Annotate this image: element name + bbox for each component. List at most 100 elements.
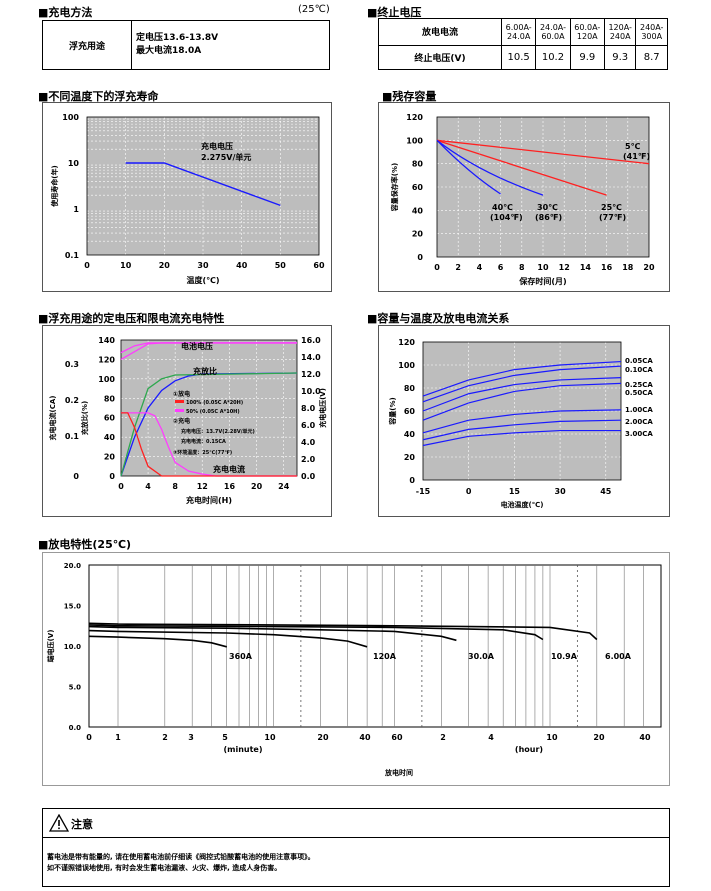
end-voltage-header: 120A- 240A	[603, 18, 637, 46]
y-tick: 20.0	[64, 562, 81, 570]
x-tick-hour: 40	[639, 733, 651, 742]
annotation: 2.275V/单元	[201, 152, 251, 162]
y-tick: 10.0	[64, 643, 81, 651]
x-tick: 0	[118, 482, 124, 491]
end-voltage-header: 6.00A- 24.0A	[500, 18, 537, 46]
notice-body: 蓄电池是带有能量的, 请在使用蓄电池前仔细读《阀控式铅酸蓄电池的使用注意事项》。…	[42, 836, 670, 887]
charge-line1: 定电压13.6-13.8V	[136, 33, 219, 43]
v-tick: 14.0	[301, 353, 321, 362]
x-tick-min: 2	[162, 733, 168, 742]
notice-line1: 蓄电池是带有能量的, 请在使用蓄电池前仔细读《阀控式铅酸蓄电池的使用注意事项》。	[47, 853, 315, 861]
pct-tick: 60	[104, 414, 116, 423]
v-tick: 0.0	[301, 472, 316, 481]
y-axis-label: 使用寿命(年)	[50, 165, 59, 207]
notice-title: 注意	[71, 818, 93, 831]
notice-header: 注意	[42, 808, 670, 838]
x-tick: 16	[601, 263, 613, 272]
charge-curve	[121, 412, 297, 477]
y-tick: 120	[398, 338, 415, 347]
residual-chart: 5℃ (41℉) 25℃ (77℉) 30℃ (86℉) 40℃ (104℉) …	[390, 113, 655, 286]
x-tick-min: 0	[86, 733, 92, 742]
charge-curve	[120, 372, 298, 477]
legend-entry: 0.25CA	[625, 381, 653, 389]
ca-tick: 0.1	[65, 432, 80, 441]
end-voltage-header: 240A- 300A	[635, 18, 668, 46]
x-tick-min: 3	[188, 733, 194, 742]
annotation: 充电电压	[201, 141, 233, 151]
x-tick-min: 5	[222, 733, 228, 742]
end-voltage-value: 10.5	[500, 44, 537, 71]
residual-curve	[436, 139, 607, 196]
x-tick-hour: 20	[593, 733, 605, 742]
x-tick: 0	[434, 263, 440, 272]
y-tick: 0.1	[65, 251, 80, 260]
legend-charge-voltage: 充电电压：13.7V(2.28V/单元)	[181, 428, 255, 435]
y-tick: 20	[412, 230, 424, 239]
x-axis-label: 温度(℃)	[187, 275, 220, 285]
x-tick: 60	[313, 261, 325, 270]
pct-tick: 100	[98, 375, 115, 384]
charge-row-values: 定电压13.6-13.8V 最大电流18.0A	[131, 20, 330, 70]
ca-tick: 0.3	[65, 360, 79, 369]
curve-label-30a: 30.0A	[468, 652, 495, 661]
x-tick: 40	[236, 261, 248, 270]
y-tick: 120	[406, 113, 423, 122]
x-tick-min: 10	[264, 733, 276, 742]
capacity-curve	[422, 360, 622, 397]
legend-discharge: ①放电	[173, 390, 190, 398]
end-voltage-value-label: 终止电压(V)	[378, 44, 502, 71]
y-axis-label-current: 充电电流(CA)	[48, 396, 57, 441]
residual-curve	[436, 139, 650, 165]
x-tick: 12	[197, 482, 208, 491]
plot-frame	[436, 116, 650, 258]
end-voltage-table: 放电电流 6.00A- 24.0A 24.0A- 60.0A 60.0A- 120A …	[378, 18, 668, 71]
x-tick-hour: 2	[440, 733, 446, 742]
x-tick: 6	[498, 263, 504, 272]
x-tick: 0	[466, 487, 472, 496]
y-axis-label: 容量(%)	[388, 397, 397, 425]
capacity-curves	[422, 360, 622, 447]
charge-line2: 最大电流18.0A	[136, 46, 202, 56]
end-voltage-value: 10.2	[535, 44, 571, 71]
discharge-curve	[88, 624, 544, 641]
curve-label-120a: 120A	[373, 652, 397, 661]
y-tick: 0.0	[69, 724, 82, 732]
y-tick: 5.0	[69, 684, 82, 692]
discharge-curves	[88, 622, 598, 648]
unit-hour: (hour)	[515, 745, 543, 754]
y-axis-label: 容量保存率(%)	[390, 163, 399, 212]
curve-label-360a: 360A	[229, 652, 253, 661]
plot-background	[121, 340, 297, 476]
curve-label: (41℉)	[623, 152, 650, 161]
pct-tick: 120	[98, 355, 115, 364]
v-tick: 10.0	[301, 387, 321, 396]
legend-ambient-temp: ③环境温度：25℃(77℉)	[173, 449, 232, 456]
x-axis-label: 电池温度(℃)	[501, 500, 544, 509]
capacity-curve	[422, 382, 622, 421]
y-tick: 15.0	[64, 603, 81, 611]
end-voltage-header: 24.0A- 60.0A	[535, 18, 571, 46]
x-tick: 0	[84, 261, 90, 270]
float-char-chart: 电池电压 充放比 充电电流 ①放电 100% (0.05C A*20H) 50%…	[48, 336, 327, 505]
capacity-curve	[422, 377, 622, 412]
curve-label: (104℉)	[490, 213, 523, 222]
v-tick: 8.0	[301, 404, 316, 413]
x-tick: 45	[600, 487, 612, 496]
y-tick: 10	[68, 159, 80, 168]
y-tick: 100	[406, 136, 423, 145]
x-tick: 20	[643, 263, 655, 272]
x-tick-hour: 4	[488, 733, 494, 742]
curve-label-6a: 6.00A	[605, 652, 632, 661]
legend-discharge-100: 100% (0.05C A*20H)	[186, 400, 243, 406]
charge-curves	[120, 342, 298, 477]
charge-curve	[121, 412, 297, 477]
x-axis-label: 放电时间	[384, 768, 413, 777]
capacity-curve	[422, 429, 621, 447]
y-axis-label-ratio: 充放比(%)	[80, 401, 89, 435]
y-axis-label-voltage: 充电电压(V)	[318, 388, 327, 428]
y-tick: 60	[412, 183, 424, 192]
discharge-curve	[88, 635, 227, 648]
x-tick: -15	[416, 487, 431, 496]
x-tick: 15	[509, 487, 521, 496]
ratio-label: 充放比	[193, 366, 217, 376]
